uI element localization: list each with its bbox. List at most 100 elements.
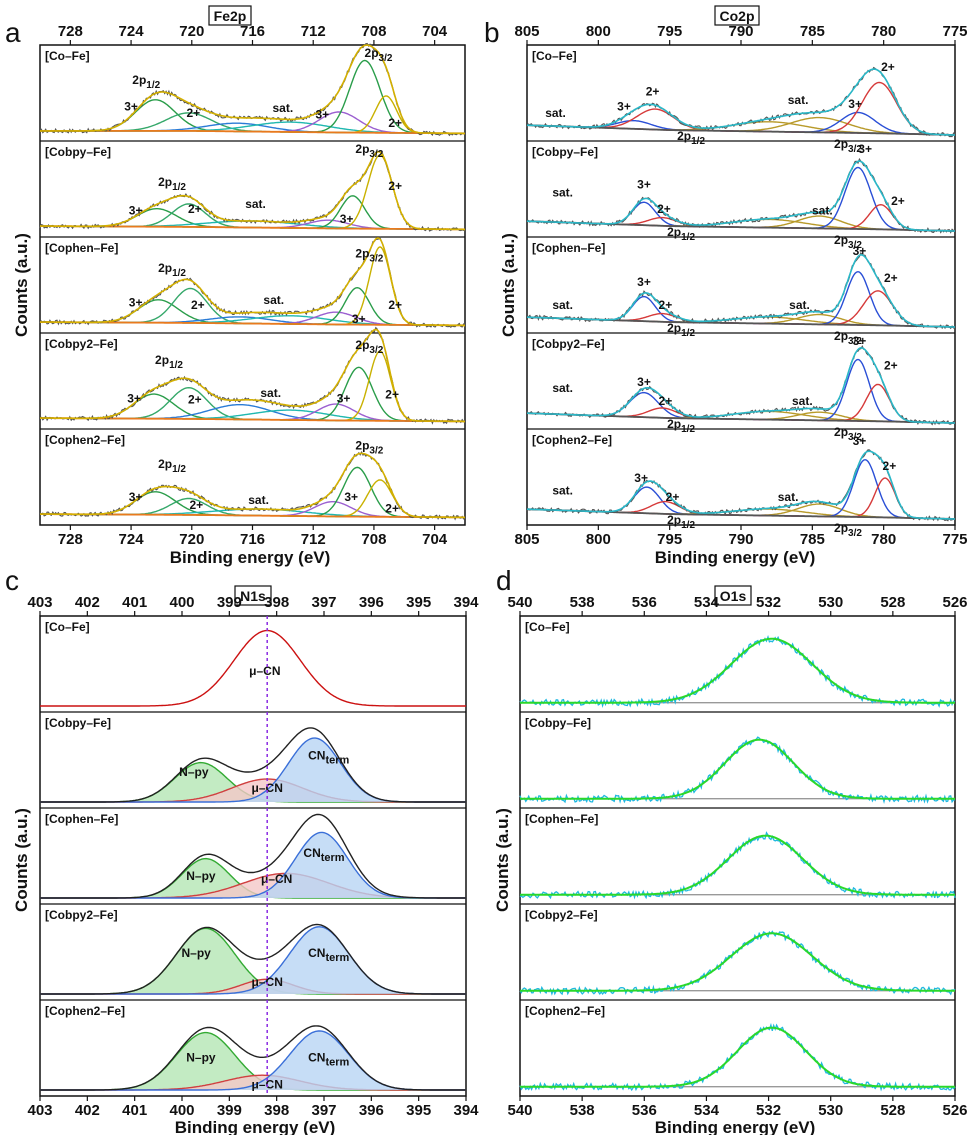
background-curve xyxy=(40,321,465,327)
peak-annotation: 3+ xyxy=(315,108,329,122)
x-tick-label: 394 xyxy=(453,1102,479,1119)
panel-a-fe2p: a Fe2p Binding energy (eV) Counts (a.u.)… xyxy=(5,5,466,567)
x-tick-label: 399 xyxy=(217,1102,242,1119)
x-tick-label: 401 xyxy=(122,1102,147,1119)
peak-annotation: 2+ xyxy=(657,202,671,216)
peak-annotation: 3+ xyxy=(617,99,631,113)
peak-annotation: μ–CN xyxy=(252,781,283,795)
panel-d-title: O1s xyxy=(720,588,747,604)
fitted-envelope xyxy=(40,328,465,423)
peak-annotation: 2+ xyxy=(666,490,680,504)
subpanel-label: [Cophen2–Fe] xyxy=(532,433,612,447)
peak-annotation: sat. xyxy=(552,186,573,200)
x-tick-label-top: 712 xyxy=(301,23,326,40)
x-tick-label-top: 399 xyxy=(217,594,242,611)
x-tick-label-top: 724 xyxy=(119,23,145,40)
fitted-envelope xyxy=(40,237,465,327)
panel-d-ylabel: Counts (a.u.) xyxy=(493,808,512,912)
subpanel-label: [Cophen–Fe] xyxy=(45,241,118,255)
peak-annotation: sat. xyxy=(788,93,809,107)
x-tick-label: 398 xyxy=(264,1102,289,1119)
peak-annotation: 2+ xyxy=(883,459,897,473)
x-tick-label-top: 536 xyxy=(632,594,657,611)
panel-a-title-box xyxy=(208,5,252,26)
peak-annotation: 2+ xyxy=(188,202,202,216)
x-tick-label-top: 401 xyxy=(122,594,147,611)
subpanel-label: [Cophen2–Fe] xyxy=(45,433,125,447)
x-tick-label: 785 xyxy=(800,531,825,548)
peak-annotation: 3+ xyxy=(344,490,358,504)
peak-annotation: sat. xyxy=(545,106,566,120)
panel-b-co2p: b Co2p Binding energy (eV) Counts (a.u.)… xyxy=(484,5,968,567)
x-tick-label-top: 800 xyxy=(586,23,611,40)
peak-annotation: 3+ xyxy=(853,434,867,448)
x-tick-label: 528 xyxy=(880,1102,905,1119)
panel-c-n1s: c N1s Binding energy (eV) Counts (a.u.) … xyxy=(5,565,479,1135)
x-tick-label: 534 xyxy=(694,1102,720,1119)
x-tick-label-top: 780 xyxy=(871,23,896,40)
panel-d-xlabel: Binding energy (eV) xyxy=(655,1118,816,1135)
peak-annotation: 2+ xyxy=(186,106,200,120)
x-tick-label-top: 716 xyxy=(240,23,265,40)
peak-annotation: 2p1/2 xyxy=(667,321,695,339)
subpanel-label: [Cobpy–Fe] xyxy=(45,716,111,730)
panel-b-title: Co2p xyxy=(720,8,755,24)
peak-annotation: 2p1/2 xyxy=(677,129,705,147)
x-tick-label-top: 795 xyxy=(657,23,682,40)
subpanel-label: [Cobpy2–Fe] xyxy=(525,908,598,922)
peak-annotation: sat. xyxy=(789,298,810,312)
fitted-envelope xyxy=(40,452,465,519)
x-tick-label: 805 xyxy=(514,531,539,548)
x-tick-label: 538 xyxy=(570,1102,595,1119)
x-tick-label-top: 398 xyxy=(264,594,289,611)
panel-d-title-box xyxy=(714,585,752,606)
peak-annotation: 2+ xyxy=(881,60,895,74)
fitted-envelope xyxy=(520,738,955,800)
x-tick-label: 403 xyxy=(27,1102,52,1119)
x-tick-label-top: 805 xyxy=(514,23,539,40)
peak-annotation: 2+ xyxy=(891,194,905,208)
component-fill xyxy=(40,779,466,802)
x-tick-label-top: 790 xyxy=(728,23,753,40)
component-fill xyxy=(40,1075,466,1090)
peak-annotation: 2p1/2 xyxy=(667,225,695,243)
panel-c-title: N1s xyxy=(240,588,266,604)
subpanel-label: [Cobpy2–Fe] xyxy=(45,908,118,922)
subpanel-label: [Co–Fe] xyxy=(45,620,90,634)
subpanel-label: [Cobpy2–Fe] xyxy=(45,337,118,351)
fitted-envelope xyxy=(527,68,955,136)
fitted-envelope xyxy=(520,637,955,704)
peak-annotation: 3+ xyxy=(637,177,651,191)
x-tick-label: 795 xyxy=(657,531,682,548)
raw-spectrum xyxy=(519,1022,956,1092)
x-tick-label-top: 396 xyxy=(359,594,384,611)
panel-c-title-box xyxy=(234,585,272,606)
peak-annotation: 3+ xyxy=(129,490,143,504)
panel-b-xlabel: Binding energy (eV) xyxy=(655,548,816,567)
x-tick-label-top: 397 xyxy=(311,594,336,611)
panel-frame xyxy=(39,615,467,1097)
fitted-envelope xyxy=(527,160,955,232)
peak-annotation: 2+ xyxy=(385,501,399,515)
subpanel-label: [Cobpy–Fe] xyxy=(45,145,111,159)
peak-annotation: 2+ xyxy=(884,271,898,285)
x-tick-label: 395 xyxy=(406,1102,431,1119)
peak-annotation: 2p1/2 xyxy=(158,261,186,279)
x-tick-label-top: 534 xyxy=(694,594,720,611)
fit-component xyxy=(40,629,466,707)
component-fill xyxy=(40,1031,466,1090)
panel-b-title-box xyxy=(714,5,760,26)
x-tick-label: 530 xyxy=(818,1102,843,1119)
panel-letter-d: d xyxy=(496,565,512,596)
x-tick-label: 400 xyxy=(169,1102,194,1119)
x-tick-label-top: 720 xyxy=(179,23,204,40)
peak-annotation: sat. xyxy=(552,298,573,312)
background-curve xyxy=(40,225,465,231)
peak-annotation: N–py xyxy=(186,869,216,883)
fitted-envelope xyxy=(527,450,955,520)
peak-annotation: sat. xyxy=(552,381,573,395)
x-tick-label: 724 xyxy=(119,531,145,548)
panel-c-ylabel: Counts (a.u.) xyxy=(12,808,31,912)
peak-annotation: 2+ xyxy=(646,85,660,99)
subpanel-label: [Cobpy–Fe] xyxy=(532,145,598,159)
